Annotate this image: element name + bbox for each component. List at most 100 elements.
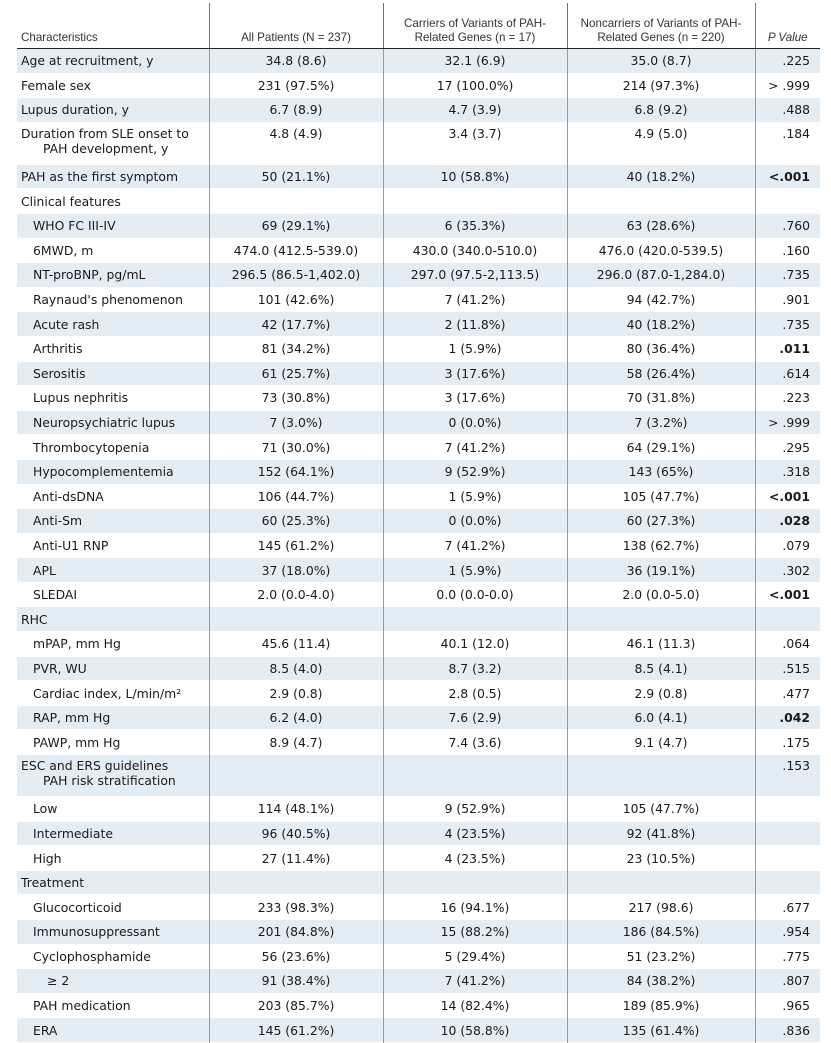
cell-all-patients: 56 (23.6%) <box>208 944 383 969</box>
cell-all-patients: 37 (18.0%) <box>208 557 383 583</box>
cell-all-patients: 73 (30.8%) <box>208 385 383 411</box>
row-label-text: Glucocorticoid <box>33 899 122 915</box>
cell-p-value: <.001 <box>754 164 820 189</box>
cell-noncarriers: 296.0 (87.0-1,284.0) <box>566 262 755 288</box>
cell-carriers: 8.7 (3.2) <box>382 656 567 681</box>
row-label-text: PVR, WU <box>33 660 87 676</box>
row-label: PAH as the first symptom <box>17 164 209 189</box>
table-row: Anti-dsDNA 106 (44.7%) 1 (5.9%) 105 (47.7%)… <box>17 484 820 509</box>
cell-carriers: 5 (29.4%) <box>382 944 567 969</box>
cell-noncarriers: 64 (29.1%) <box>566 434 755 460</box>
cell-p-value: .028 <box>754 508 820 534</box>
cell-carriers: 7 (41.2%) <box>382 287 567 312</box>
table-row: Neuropsychiatric lupus 7 (3.0%) 0 (0.0%) 7 … <box>17 410 820 435</box>
cell-all-patients: 4.8 (4.9) <box>208 122 383 165</box>
row-label: Hypocomplementemia <box>17 459 209 484</box>
header-noncarriers: Noncarriers of Variants of PAH-Related G… <box>566 3 755 49</box>
row-label: Lupus nephritis <box>17 386 209 411</box>
row-label-text: Treatment <box>21 875 85 891</box>
row-label-text: PAH as the first symptom <box>21 169 179 185</box>
table-row: Low 114 (48.1%) 9 (52.9%) 105 (47.7%) <box>17 796 820 822</box>
cell-carriers: 3.4 (3.7) <box>382 122 567 165</box>
cell-all-patients: 8.9 (4.7) <box>208 729 383 755</box>
table-row: Lupus nephritis 73 (30.8%) 3 (17.6%) 70 (31… <box>17 385 820 411</box>
row-label: RHC <box>17 606 209 632</box>
row-label-text: PAWP, mm Hg <box>33 734 121 750</box>
header-carriers: Carriers of Variants of PAH-Related Gene… <box>382 3 567 49</box>
cell-all-patients: 2.0 (0.0-4.0) <box>208 582 383 607</box>
cell-noncarriers: 63 (28.6%) <box>566 213 755 239</box>
row-label: WHO FC III-IV <box>17 213 209 239</box>
row-label-text: RHC <box>21 611 48 627</box>
cell-all-patients: 45.6 (11.4) <box>208 631 383 657</box>
row-label-text: Duration from SLE onset to <box>21 125 189 141</box>
table-container: Characteristics All Patients (N = 237) C… <box>17 3 820 1043</box>
cell-p-value: .477 <box>754 680 820 706</box>
table-row: Cardiac index, L/min/m² 2.9 (0.8) 2.8 (0.5… <box>17 680 820 706</box>
cell-all-patients: 96 (40.5%) <box>208 821 383 846</box>
cell-all-patients: 101 (42.6%) <box>208 287 383 312</box>
cell-noncarriers: 60 (27.3%) <box>566 508 755 534</box>
cell-noncarriers: 8.5 (4.1) <box>566 656 755 681</box>
table-row: PVR, WU 8.5 (4.0) 8.7 (3.2) 8.5 (4.1) .515 <box>17 656 820 681</box>
cell-carriers: 3 (17.6%) <box>382 361 567 386</box>
cell-all-patients: 474.0 (412.5-539.0) <box>208 238 383 263</box>
table-row: NT-proBNP, pg/mL 296.5 (86.5-1,402.0) 297.… <box>17 262 820 288</box>
cell-p-value: .295 <box>754 434 820 460</box>
table-row: Immunosuppressant 201 (84.8%) 15 (88.2%) 18… <box>17 919 820 945</box>
row-label-text: Immunosuppressant <box>33 924 160 940</box>
row-label: ESC and ERS guidelines PAH risk stratific… <box>17 754 209 797</box>
cell-carriers: 7 (41.2%) <box>382 533 567 558</box>
cell-p-value: .184 <box>754 122 820 165</box>
cell-all-patients: 81 (34.2%) <box>208 336 383 362</box>
cell-all-patients: 6.2 (4.0) <box>208 705 383 730</box>
row-label: PAWP, mm Hg <box>17 730 209 755</box>
row-label: 6MWD, m <box>17 238 209 263</box>
row-label-text: 6MWD, m <box>33 242 94 258</box>
cell-p-value: .225 <box>754 48 820 74</box>
cell-all-patients: 203 (85.7%) <box>208 993 383 1018</box>
row-label: Anti-Sm <box>17 508 209 534</box>
cell-carriers: 4 (23.5%) <box>382 845 567 871</box>
cell-noncarriers: 23 (10.5%) <box>566 845 755 871</box>
cell-p-value: > .999 <box>754 73 820 98</box>
cell-all-patients: 114 (48.1%) <box>208 796 383 822</box>
row-label-text: WHO FC III-IV <box>33 218 116 234</box>
row-label-continuation: PAH development, y <box>43 140 169 156</box>
cell-all-patients: 69 (29.1%) <box>208 213 383 239</box>
row-label-text: Anti-U1 RNP <box>33 537 109 553</box>
cell-noncarriers: 105 (47.7%) <box>566 796 755 822</box>
cell-noncarriers: 40 (18.2%) <box>566 311 755 337</box>
cell-p-value: .775 <box>754 944 820 969</box>
row-label-text: Lupus nephritis <box>33 390 129 406</box>
table-row: Arthritis 81 (34.2%) 1 (5.9%) 80 (36.4%) .01… <box>17 336 820 362</box>
cell-all-patients <box>208 606 383 632</box>
table-row: APL 37 (18.0%) 1 (5.9%) 36 (19.1%) .302 <box>17 557 820 583</box>
row-label: Neuropsychiatric lupus <box>17 410 209 435</box>
row-label-text: Low <box>33 801 58 817</box>
row-label-text: mPAP, mm Hg <box>33 636 121 652</box>
table-row: Female sex 231 (97.5%) 17 (100.0%) 214 (97.… <box>17 73 820 98</box>
cell-p-value: .042 <box>754 705 820 730</box>
cell-p-value: .515 <box>754 656 820 681</box>
row-label: Cyclophosphamide <box>17 944 209 969</box>
row-label: APL <box>17 557 209 583</box>
cell-carriers: 40.1 (12.0) <box>382 631 567 657</box>
cell-carriers: 10 (58.8%) <box>382 1017 567 1043</box>
cell-p-value: .901 <box>754 287 820 312</box>
cell-p-value: <.001 <box>754 484 820 509</box>
cell-noncarriers: 7 (3.2%) <box>566 410 755 435</box>
row-label: Female sex <box>17 73 209 98</box>
row-label-text: Serositis <box>33 365 86 381</box>
cell-p-value: .954 <box>754 919 820 945</box>
cell-p-value: .760 <box>754 213 820 239</box>
row-label-text: ESC and ERS guidelines <box>21 758 169 774</box>
characteristics-table: Characteristics All Patients (N = 237) C… <box>17 3 820 1043</box>
cell-carriers: 0.0 (0.0-0.0) <box>382 582 567 607</box>
row-label-text: Arthritis <box>33 341 83 357</box>
table-row: Lupus duration, y 6.7 (8.9) 4.7 (3.9) 6.8 (… <box>17 97 820 123</box>
cell-noncarriers: 51 (23.2%) <box>566 944 755 969</box>
table-row: Anti-U1 RNP 145 (61.2%) 7 (41.2%) 138 (62.7… <box>17 533 820 558</box>
cell-noncarriers: 105 (47.7%) <box>566 484 755 509</box>
cell-noncarriers: 189 (85.9%) <box>566 993 755 1018</box>
